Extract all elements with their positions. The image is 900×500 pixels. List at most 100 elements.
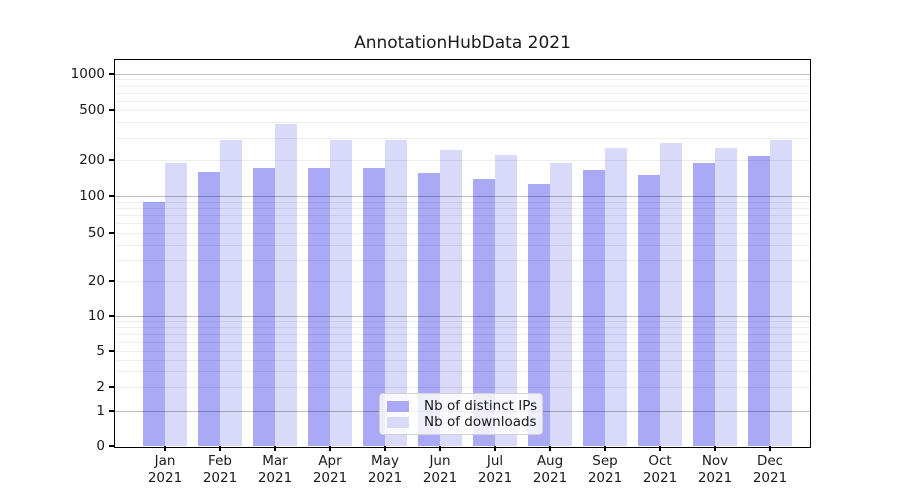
x-tick-label: Aug 2021 (532, 453, 568, 486)
y-axis-tick (109, 109, 114, 111)
grid-line-minor (115, 110, 810, 111)
x-axis-tick (164, 446, 166, 451)
x-tick-label: May 2021 (367, 453, 403, 486)
bar-downloads (605, 147, 627, 446)
grid-line-minor (115, 259, 810, 261)
bar-distinct-ips (198, 171, 220, 446)
bar-distinct-ips (363, 168, 385, 446)
legend: Nb of distinct IPs Nb of downloads (379, 393, 543, 435)
grid-line-minor (115, 351, 810, 352)
bar-downloads (495, 154, 517, 446)
bar-downloads (385, 139, 407, 446)
bar-downloads (550, 162, 572, 446)
grid-line-major (115, 316, 810, 317)
legend-item-downloads: Nb of downloads (387, 414, 537, 430)
grid-line-major (115, 74, 810, 75)
y-tick-label: 500 (79, 101, 105, 118)
x-tick-label: Dec 2021 (752, 453, 788, 486)
x-axis-tick (219, 446, 221, 451)
x-tick-label: Jun 2021 (422, 453, 458, 486)
bar-distinct-ips (143, 201, 165, 446)
y-tick-label: 200 (79, 151, 105, 168)
x-axis-tick (494, 446, 496, 451)
y-tick-label: 10 (87, 307, 105, 324)
legend-swatch-distinct-ips (387, 400, 409, 412)
x-tick-label: Jul 2021 (477, 453, 513, 486)
bar-distinct-ips (528, 184, 550, 446)
bar-downloads (440, 150, 462, 446)
x-axis-tick (329, 446, 331, 451)
grid-line-minor (115, 371, 810, 373)
legend-label-downloads: Nb of downloads (424, 414, 537, 430)
y-axis-tick (109, 232, 114, 234)
x-tick-label: Apr 2021 (312, 453, 348, 486)
grid-line-minor (115, 122, 810, 124)
x-axis-tick (769, 446, 771, 451)
y-axis-tick (109, 410, 114, 412)
x-tick-label: Nov 2021 (697, 453, 733, 486)
bar-distinct-ips (638, 174, 660, 446)
grid-line-minor (115, 100, 810, 102)
x-axis-tick (274, 446, 276, 451)
grid-line-minor (115, 359, 810, 361)
bar-downloads (330, 139, 352, 446)
chart-title: AnnotationHubData 2021 (354, 33, 571, 53)
y-axis-tick (109, 280, 114, 282)
bar-distinct-ips (693, 162, 715, 446)
y-tick-label: 0 (96, 437, 105, 454)
grid-line-minor (115, 207, 810, 209)
grid-line-minor (115, 244, 810, 246)
bar-distinct-ips (473, 178, 495, 446)
y-axis-tick (109, 386, 114, 388)
grid-line-minor (115, 201, 810, 203)
y-tick-label: 2 (96, 378, 105, 395)
x-axis-tick (714, 446, 716, 451)
y-axis-tick (109, 445, 114, 447)
y-tick-label: 5 (96, 342, 105, 359)
grid-line-minor (115, 233, 810, 234)
x-tick-label: Feb 2021 (202, 453, 238, 486)
grid-line-minor (115, 387, 810, 388)
grid-line-minor (115, 327, 810, 329)
x-axis-tick (604, 446, 606, 451)
legend-item-distinct-ips: Nb of distinct IPs (387, 398, 538, 414)
x-tick-label: Jan 2021 (147, 453, 183, 486)
grid-line-minor (115, 223, 810, 225)
grid-line-minor (115, 85, 810, 87)
x-axis-tick (659, 446, 661, 451)
y-tick-label: 1000 (70, 65, 105, 82)
grid-line-minor (115, 321, 810, 323)
y-axis-tick (109, 350, 114, 352)
x-tick-label: Sep 2021 (587, 453, 623, 486)
grid-line-minor (115, 92, 810, 94)
grid-line-minor (115, 137, 810, 139)
x-axis-tick (549, 446, 551, 451)
bar-distinct-ips (308, 168, 330, 446)
bar-downloads (165, 162, 187, 446)
bar-distinct-ips (418, 173, 440, 446)
x-tick-label: Mar 2021 (257, 453, 293, 486)
grid-line-minor (115, 334, 810, 335)
grid-line-major (115, 196, 810, 197)
y-axis-tick (109, 195, 114, 197)
grid-line-minor (115, 281, 810, 282)
y-tick-label: 1 (96, 402, 105, 419)
bar-distinct-ips (583, 169, 605, 446)
bar-downloads (770, 139, 792, 446)
grid-line-minor (115, 160, 810, 161)
y-tick-label: 100 (79, 187, 105, 204)
legend-label-distinct-ips: Nb of distinct IPs (424, 398, 538, 414)
x-axis-tick (439, 446, 441, 451)
y-axis-tick (109, 73, 114, 75)
y-axis-tick (109, 159, 114, 161)
bar-downloads (715, 147, 737, 446)
grid-line-minor (115, 341, 810, 343)
y-tick-label: 50 (87, 224, 105, 241)
bar-downloads (660, 142, 682, 446)
grid-line-minor (115, 215, 810, 217)
x-tick-label: Oct 2021 (642, 453, 678, 486)
x-axis-tick (384, 446, 386, 451)
y-axis-tick (109, 315, 114, 317)
bar-downloads (220, 139, 242, 446)
